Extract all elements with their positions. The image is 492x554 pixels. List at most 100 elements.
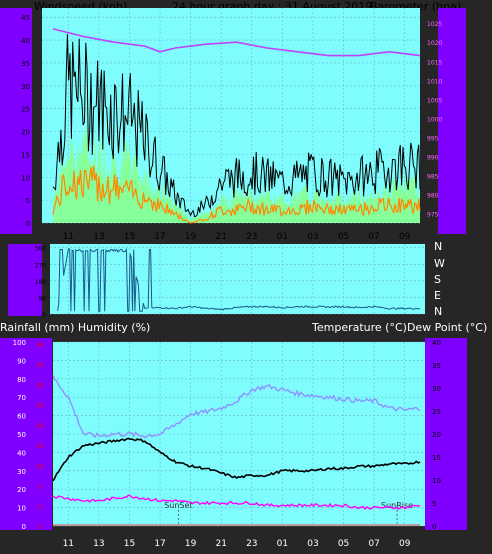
temperature-humidity-chart: 0102030405060708090100025101520253035400… [0,338,467,549]
humidity-tick-label: 90 [17,357,26,365]
windspeed-tick-label: 5 [26,197,30,205]
direction-label-w: W [434,257,445,270]
barometer-tick-label: 985 [427,173,439,180]
direction-tick-label: 0 [42,312,46,319]
barometer-tick-label: 980 [427,192,439,199]
rainfall-tick-label: 25 [36,403,44,410]
temperature-tick-label: 30 [432,385,441,393]
wind-direction-chart: 0 90 180 270 360 [8,244,425,319]
time-tick-label: 05 [338,232,349,240]
wind-barometer-chart: 0510152025303540459759809859909951000100… [0,8,466,240]
sunrise-label: SunRise [381,501,413,510]
barometer-tick-label: 995 [427,135,439,142]
direction-tick-label: 180 [35,279,47,286]
temperature-tick-label: 0 [432,523,436,531]
temperature-tick-label: 10 [432,477,441,485]
humidity-tick-label: 40 [17,449,26,457]
time-tick-label: 05 [338,539,349,549]
wind-direction-series [57,247,420,312]
time-tick-label: 07 [368,539,379,549]
time-tick-label: 13 [93,232,104,240]
time-tick-label: 07 [368,232,379,240]
rainfall-tick-label: 5 [38,484,42,491]
left-axis-band [0,8,32,234]
barometer-series [52,28,421,57]
rainfall-tick-label: 15 [36,443,44,450]
temperature-axis-title: Temperature (°C)Dew Point (°C) [312,321,488,334]
barometer-tick-label: 975 [427,211,439,218]
humidity-tick-label: 20 [17,486,26,494]
temperature-tick-label: 20 [432,431,441,439]
direction-label-s: S [434,273,441,286]
humidity-series [52,374,421,439]
temperature-tick-label: 15 [432,454,441,462]
time-tick-label: 23 [246,539,257,549]
barometer-tick-label: 1010 [427,78,442,85]
barometer-tick-label: 1020 [427,40,442,47]
windspeed-tick-label: 45 [21,14,30,22]
temperature-tick-label: 5 [432,500,436,508]
direction-tick-label: 90 [38,295,46,302]
time-tick-label: 15 [124,539,135,549]
right-axis-band [425,338,467,530]
windspeed-tick-label: 15 [21,151,30,159]
windspeed-tick-label: 0 [26,220,30,228]
windspeed-tick-label: 30 [21,83,30,91]
time-tick-label: 01 [277,539,288,549]
time-tick-label: 19 [185,232,197,240]
temperature-series [52,437,421,482]
time-tick-label: 01 [277,232,288,240]
barometer-tick-label: 1015 [427,59,442,66]
direction-label-e: E [434,289,441,302]
direction-label-n-top: N [434,240,443,253]
time-tick-label: 17 [154,539,165,549]
rainfall-tick-label: 30 [36,382,44,389]
rainfall-tick-label: 40 [36,342,44,349]
left-axis-band [0,338,52,530]
barometer-tick-label: 990 [427,154,439,161]
humidity-tick-label: 70 [17,394,26,402]
humidity-tick-label: 100 [13,339,26,347]
time-tick-label: 23 [246,232,257,240]
rain-humidity-axis-title: Rainfall (mm) Humidity (%) [0,321,151,334]
dewpoint-series [52,494,421,510]
temperature-tick-label: 25 [432,408,441,416]
windspeed-tick-label: 40 [21,37,30,45]
wind-gust-series [52,34,421,218]
windspeed-tick-label: 20 [21,129,30,137]
time-tick-label: 21 [215,539,226,549]
humidity-tick-label: 10 [17,505,26,513]
time-tick-label: 13 [93,539,104,549]
barometer-tick-label: 1000 [427,116,442,123]
humidity-tick-label: 50 [17,431,26,439]
time-tick-label: 11 [63,539,74,549]
humidity-tick-label: 60 [17,413,26,421]
rainfall-tick-label: 10 [36,463,44,470]
direction-tick-label: 360 [35,246,47,253]
rainfall-tick-label: 20 [36,423,44,430]
time-tick-label: 03 [307,232,318,240]
temperature-tick-label: 40 [432,339,441,347]
rainfall-tick-label: 2 [38,504,42,511]
right-axis-band [438,8,466,234]
time-tick-label: 15 [124,232,135,240]
sunset-label: SunSet [164,501,192,510]
humidity-tick-label: 0 [22,523,26,531]
windspeed-tick-label: 10 [21,174,30,182]
direction-label-n-bottom: N [434,305,443,318]
rainfall-tick-label: 35 [36,362,44,369]
windspeed-tick-label: 25 [21,106,30,114]
time-tick-label: 11 [63,232,74,240]
time-tick-label: 09 [399,232,411,240]
humidity-tick-label: 30 [17,468,26,476]
humidity-tick-label: 80 [17,376,26,384]
barometer-tick-label: 1005 [427,97,442,104]
direction-axis-band [8,244,42,316]
windspeed-tick-label: 35 [21,60,30,68]
wind-speed-series [52,165,421,224]
direction-plot-area [50,244,425,314]
time-tick-label: 09 [399,539,411,549]
barometer-tick-label: 1025 [427,21,442,28]
time-tick-label: 03 [307,539,318,549]
time-tick-label: 19 [185,539,197,549]
